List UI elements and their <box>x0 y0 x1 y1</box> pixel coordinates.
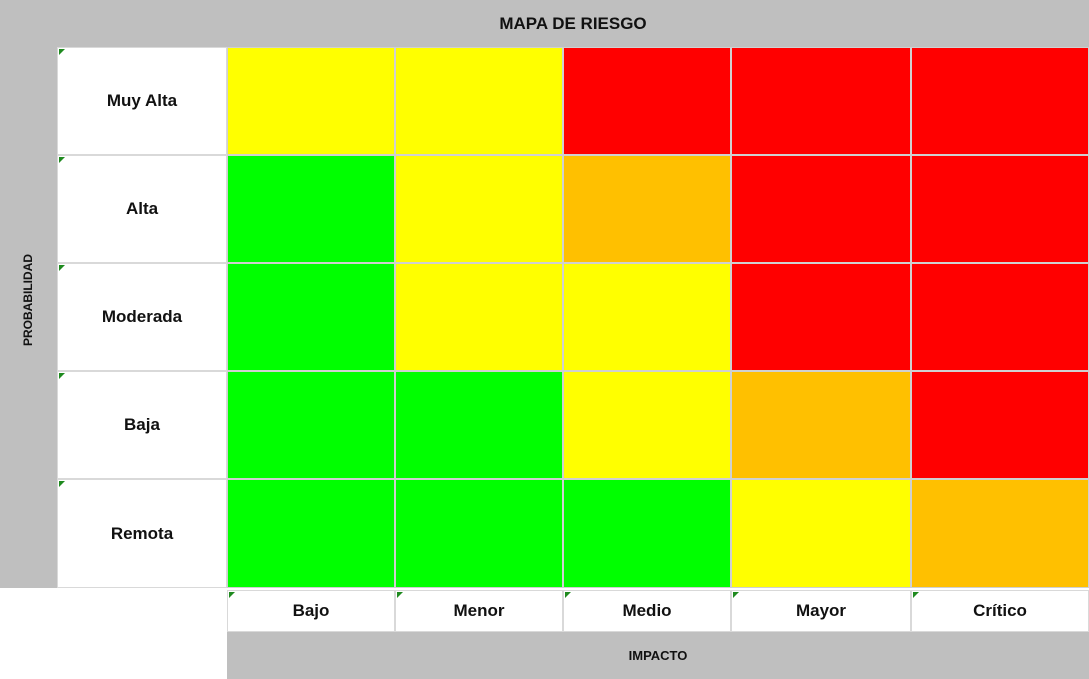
risk-cell <box>395 371 563 479</box>
risk-cell <box>227 371 395 479</box>
risk-cell <box>731 479 911 588</box>
risk-cell <box>227 155 395 263</box>
risk-cell <box>563 371 731 479</box>
column-label: Menor <box>395 590 563 632</box>
risk-cell <box>911 47 1089 155</box>
x-axis-label: IMPACTO <box>227 632 1089 679</box>
risk-cell <box>563 263 731 371</box>
comment-marker <box>565 592 571 598</box>
y-axis-bar: PROBABILIDAD <box>0 0 57 588</box>
risk-cell <box>731 47 911 155</box>
y-axis-label: PROBABILIDAD <box>21 254 35 346</box>
column-label: Bajo <box>227 590 395 632</box>
comment-marker <box>733 592 739 598</box>
risk-cell <box>911 155 1089 263</box>
risk-cell <box>563 479 731 588</box>
risk-cell <box>731 263 911 371</box>
risk-cell <box>911 479 1089 588</box>
risk-cell <box>227 479 395 588</box>
column-label: Mayor <box>731 590 911 632</box>
risk-cell <box>731 155 911 263</box>
row-label: Alta <box>57 155 227 263</box>
comment-marker <box>59 265 65 271</box>
risk-cell <box>911 263 1089 371</box>
column-label: Crítico <box>911 590 1089 632</box>
risk-cell <box>395 479 563 588</box>
title-bar <box>0 0 1089 47</box>
comment-marker <box>913 592 919 598</box>
risk-cell <box>563 155 731 263</box>
column-label: Medio <box>563 590 731 632</box>
comment-marker <box>59 481 65 487</box>
risk-cell <box>395 47 563 155</box>
comment-marker <box>229 592 235 598</box>
risk-cell <box>227 263 395 371</box>
comment-marker <box>397 592 403 598</box>
risk-cell <box>395 263 563 371</box>
risk-cell <box>227 47 395 155</box>
comment-marker <box>59 157 65 163</box>
risk-cell <box>395 155 563 263</box>
row-label: Baja <box>57 371 227 479</box>
row-label: Muy Alta <box>57 47 227 155</box>
comment-marker <box>59 373 65 379</box>
risk-cell <box>563 47 731 155</box>
comment-marker <box>59 49 65 55</box>
title: MAPA DE RIESGO <box>499 13 647 33</box>
row-label: Remota <box>57 479 227 588</box>
row-label: Moderada <box>57 263 227 371</box>
risk-cell <box>731 371 911 479</box>
risk-cell <box>911 371 1089 479</box>
